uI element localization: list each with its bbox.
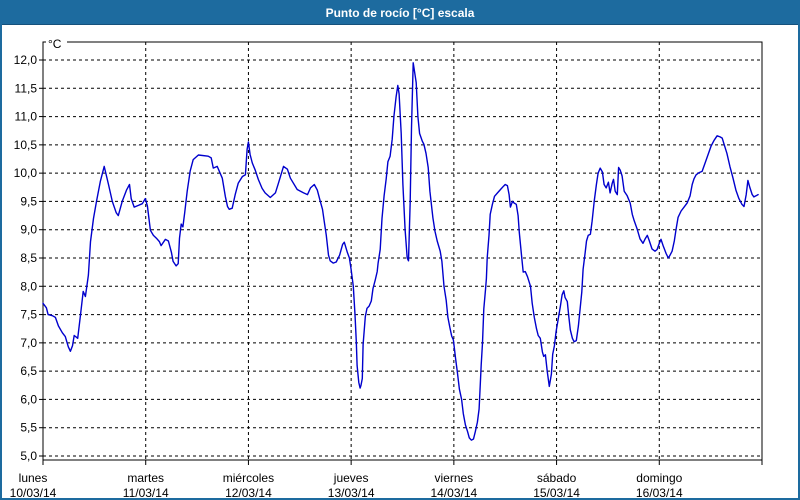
x-day-label: miércoles (223, 471, 274, 485)
x-day-label: lunes (19, 471, 48, 485)
x-date-label: 16/03/14 (636, 486, 683, 498)
y-tick-label: 10,0 (14, 166, 38, 180)
x-date-label: 10/03/14 (10, 486, 57, 498)
dew-point-chart: 12,0 11,5 11,0 10,5 10,0 9,5 9,0 8,5 8,0 7,5 7,0 6,… (2, 25, 798, 498)
y-tick-label: 10,5 (14, 138, 38, 152)
x-date-label: 14/03/14 (430, 486, 477, 498)
x-day-label: martes (127, 471, 164, 485)
x-date-label: 11/03/14 (123, 486, 169, 498)
y-tick-label: 8,0 (20, 279, 37, 293)
y-tick-label: 11,5 (15, 81, 38, 95)
plot-border (42, 41, 763, 461)
y-tick-label: 11,0 (15, 110, 38, 124)
chart-area: 12,0 11,5 11,0 10,5 10,0 9,5 9,0 8,5 8,0 7,5 7,0 6,… (2, 25, 798, 498)
x-date-label: 15/03/14 (533, 486, 580, 498)
y-tick-label: 6,5 (20, 364, 37, 378)
x-day-label: viernes (435, 471, 474, 485)
y-tick-label: 7,5 (20, 308, 37, 322)
y-axis-unit-label: °C (48, 37, 62, 51)
y-tick-label: 5,5 (20, 421, 37, 435)
x-day-label: jueves (333, 471, 369, 485)
y-tick-label: 8,5 (20, 251, 37, 265)
x-day-label: domingo (636, 471, 682, 485)
x-date-label: 13/03/14 (328, 486, 375, 498)
x-day-label: sábado (537, 471, 577, 485)
y-tick-label: 12,0 (14, 53, 38, 67)
y-tick-label: 9,5 (20, 194, 37, 208)
y-tick-label: 5,0 (20, 449, 37, 463)
ylabel-backdrop (46, 36, 67, 49)
x-date-label: 12/03/14 (225, 486, 272, 498)
y-tick-label: 6,0 (20, 392, 37, 406)
y-tick-label: 9,0 (20, 223, 37, 237)
y-tick-label: 7,0 (20, 336, 37, 350)
title-bar: Punto de rocío [°C] escala (2, 2, 798, 25)
chart-title: Punto de rocío [°C] escala (325, 6, 475, 20)
dew-point-line (42, 62, 759, 441)
chart-background (2, 25, 798, 498)
